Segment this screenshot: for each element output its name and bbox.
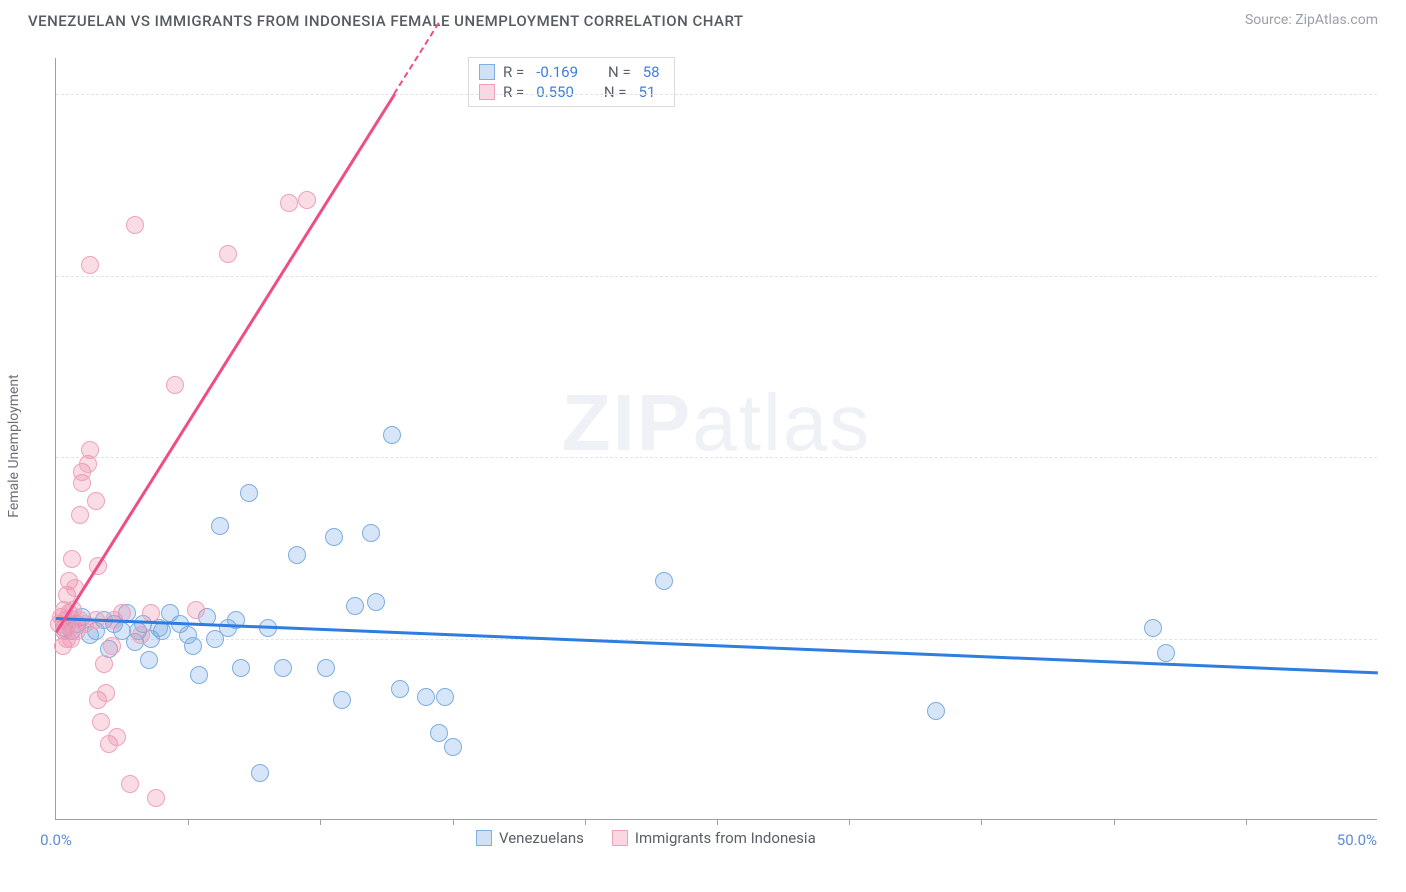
gridline xyxy=(56,457,1377,458)
legend-r-value: 0.550 xyxy=(532,83,578,101)
data-point xyxy=(103,637,121,655)
x-tick-mark xyxy=(1114,819,1115,825)
legend-r-value: -0.169 xyxy=(532,63,582,81)
y-tick-label: 15.0% xyxy=(1387,267,1406,285)
data-point xyxy=(81,256,99,274)
x-tick-mark xyxy=(320,819,321,825)
legend-n-label: N = xyxy=(608,63,631,81)
data-point xyxy=(346,597,364,615)
x-origin-label: 0.0% xyxy=(40,831,72,849)
x-tick-mark xyxy=(981,819,982,825)
x-end-label: 50.0% xyxy=(1337,831,1377,849)
source-label: Source: ZipAtlas.com xyxy=(1245,12,1378,30)
data-point xyxy=(274,659,292,677)
x-tick-mark xyxy=(188,819,189,825)
data-point xyxy=(184,637,202,655)
data-point xyxy=(1144,619,1162,637)
data-point xyxy=(325,528,343,546)
data-point xyxy=(298,191,316,209)
data-point xyxy=(391,680,409,698)
plot-area: ZIPatlas R =-0.169N =58R =0.550N =51 Ven… xyxy=(55,58,1377,820)
data-point xyxy=(166,376,184,394)
data-point xyxy=(147,789,165,807)
data-point xyxy=(140,651,158,669)
data-point xyxy=(126,216,144,234)
trend-line xyxy=(56,617,1378,674)
header: VENEZUELAN VS IMMIGRANTS FROM INDONESIA … xyxy=(0,0,1406,35)
data-point xyxy=(288,546,306,564)
legend-swatch xyxy=(612,830,628,846)
gridline xyxy=(56,276,1377,277)
gridline xyxy=(56,639,1377,640)
series-legend: Venezuelans Immigrants from Indonesia xyxy=(476,829,816,847)
x-tick-mark xyxy=(717,819,718,825)
data-point xyxy=(317,659,335,677)
data-point xyxy=(71,506,89,524)
data-point xyxy=(87,492,105,510)
data-point xyxy=(108,728,126,746)
data-point xyxy=(333,691,351,709)
correlation-legend: R =-0.169N =58R =0.550N =51 xyxy=(468,57,675,107)
legend-item: Venezuelans xyxy=(476,829,584,847)
data-point xyxy=(251,764,269,782)
data-point xyxy=(444,738,462,756)
data-point xyxy=(232,659,250,677)
x-tick-mark xyxy=(453,819,454,825)
data-point xyxy=(97,684,115,702)
legend-n-value: 58 xyxy=(639,63,664,81)
data-point xyxy=(95,655,113,673)
x-tick-mark xyxy=(585,819,586,825)
trend-line xyxy=(55,94,396,633)
watermark: ZIPatlas xyxy=(562,377,871,469)
data-point xyxy=(187,601,205,619)
legend-n-value: 51 xyxy=(635,83,660,101)
watermark-bold: ZIP xyxy=(562,378,692,467)
chart-container: VENEZUELAN VS IMMIGRANTS FROM INDONESIA … xyxy=(0,0,1406,892)
data-point xyxy=(92,713,110,731)
data-point xyxy=(121,775,139,793)
watermark-light: atlas xyxy=(692,378,871,467)
legend-swatch xyxy=(479,84,495,100)
data-point xyxy=(240,484,258,502)
data-point xyxy=(211,517,229,535)
x-tick-mark xyxy=(1246,819,1247,825)
data-point xyxy=(417,688,435,706)
chart-title: VENEZUELAN VS IMMIGRANTS FROM INDONESIA … xyxy=(28,12,744,30)
data-point xyxy=(280,194,298,212)
legend-item: Immigrants from Indonesia xyxy=(612,829,816,847)
legend-swatch xyxy=(479,64,495,80)
data-point xyxy=(190,666,208,684)
y-tick-label: 5.0% xyxy=(1387,630,1406,648)
data-point xyxy=(132,626,150,644)
data-point xyxy=(1157,644,1175,662)
data-point xyxy=(655,572,673,590)
legend-swatch xyxy=(476,830,492,846)
y-tick-label: 10.0% xyxy=(1387,448,1406,466)
legend-row: R = 0.550 N = 51 xyxy=(479,82,664,102)
data-point xyxy=(63,550,81,568)
data-point xyxy=(436,688,454,706)
data-point xyxy=(927,702,945,720)
data-point xyxy=(142,604,160,622)
data-point xyxy=(81,441,99,459)
data-point xyxy=(430,724,448,742)
data-point xyxy=(383,426,401,444)
data-point xyxy=(367,593,385,611)
legend-r-label: R = xyxy=(503,83,524,101)
data-point xyxy=(153,622,171,640)
legend-label: Venezuelans xyxy=(499,829,584,847)
data-point xyxy=(219,245,237,263)
y-tick-label: 20.0% xyxy=(1387,85,1406,103)
legend-label: Immigrants from Indonesia xyxy=(635,829,816,847)
y-axis-title: Female Unemployment xyxy=(6,374,22,518)
legend-r-label: R = xyxy=(503,63,524,81)
legend-row: R = -0.169 N = 58 xyxy=(479,62,664,82)
legend-n-label: N = xyxy=(604,83,627,101)
gridline xyxy=(56,94,1377,95)
data-point xyxy=(362,524,380,542)
x-tick-mark xyxy=(849,819,850,825)
